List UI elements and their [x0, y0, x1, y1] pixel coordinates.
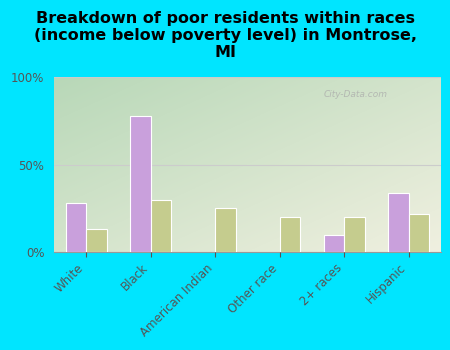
Bar	[409, 214, 429, 252]
Bar	[66, 203, 86, 252]
Bar	[388, 193, 409, 252]
Bar	[280, 217, 301, 252]
Bar	[215, 208, 236, 252]
Bar	[130, 116, 151, 252]
Bar	[324, 234, 344, 252]
Bar	[86, 229, 107, 252]
Bar	[344, 217, 365, 252]
Text: Breakdown of poor residents within races
(income below poverty level) in Montros: Breakdown of poor residents within races…	[33, 10, 417, 60]
Bar	[151, 199, 171, 252]
Text: City-Data.com: City-Data.com	[324, 90, 388, 99]
